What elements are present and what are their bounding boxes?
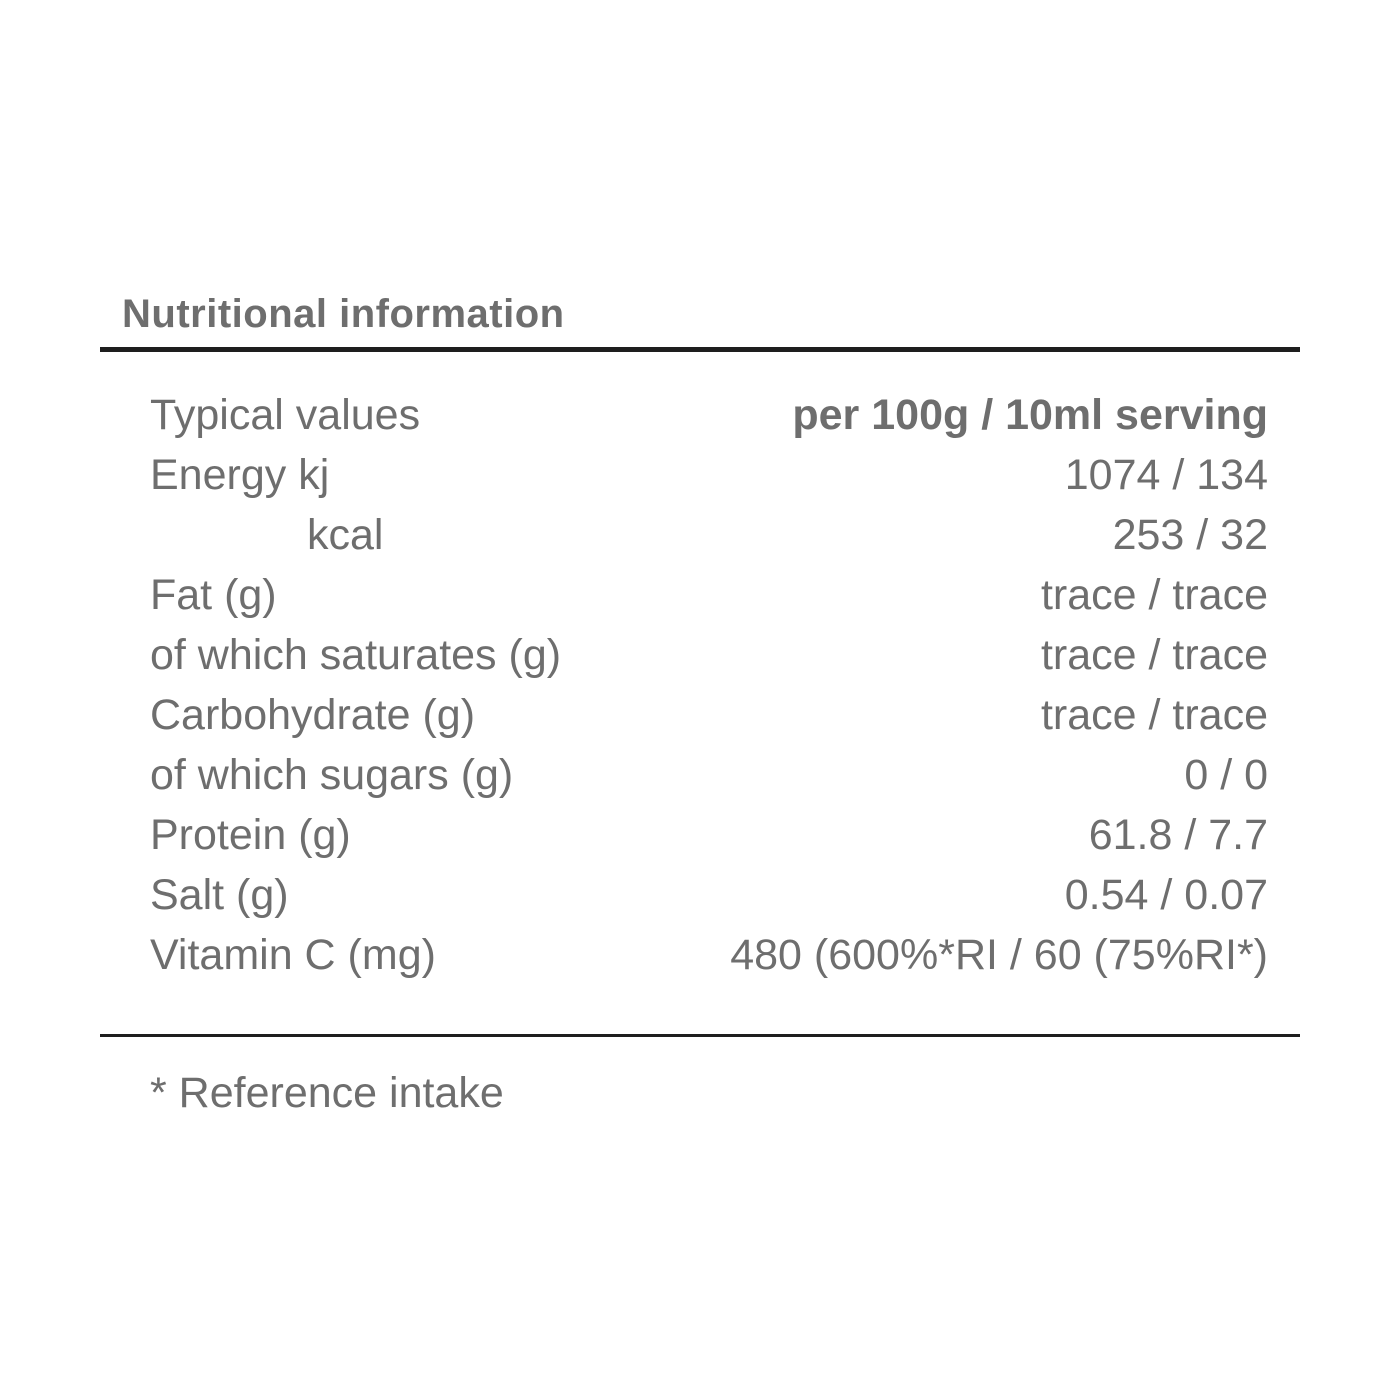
- header-value: per 100g / 10ml serving: [792, 391, 1268, 439]
- table-row: Energy kj 1074 / 134: [100, 445, 1300, 505]
- row-value: 0 / 0: [1184, 751, 1268, 799]
- row-value: 61.8 / 7.7: [1088, 811, 1268, 859]
- row-value: trace / trace: [1040, 631, 1268, 679]
- nutrition-panel: Nutritional information Typical values p…: [100, 0, 1300, 1119]
- row-label: Vitamin C (mg): [150, 931, 436, 979]
- row-value: 253 / 32: [1112, 511, 1268, 559]
- row-label: Energy kj: [150, 451, 330, 499]
- row-label: Salt (g): [150, 871, 289, 919]
- reference-intake-note: * Reference intake: [150, 1069, 504, 1117]
- table-row: kcal 253 / 32: [100, 505, 1300, 565]
- table-row: Vitamin C (mg) 480 (600%*RI / 60 (75%RI*…: [100, 925, 1300, 985]
- row-value: 480 (600%*RI / 60 (75%RI*): [730, 931, 1268, 979]
- title-divider: [100, 347, 1300, 352]
- row-label: Protein (g): [150, 811, 351, 859]
- footer-divider: [100, 1034, 1300, 1037]
- row-value: 1074 / 134: [1064, 451, 1268, 499]
- row-value: 0.54 / 0.07: [1064, 871, 1268, 919]
- page-title: Nutritional information: [122, 292, 565, 336]
- table-row: Carbohydrate (g) trace / trace: [100, 685, 1300, 745]
- table-row: Protein (g) 61.8 / 7.7: [100, 805, 1300, 865]
- row-label: kcal: [307, 511, 384, 559]
- table-row: of which saturates (g) trace / trace: [100, 625, 1300, 685]
- nutrition-table: Typical values per 100g / 10ml serving E…: [100, 385, 1300, 985]
- table-row: of which sugars (g) 0 / 0: [100, 745, 1300, 805]
- row-label: of which sugars (g): [150, 751, 514, 799]
- header-label: Typical values: [150, 391, 421, 439]
- row-value: trace / trace: [1040, 571, 1268, 619]
- table-row: Fat (g) trace / trace: [100, 565, 1300, 625]
- row-value: trace / trace: [1040, 691, 1268, 739]
- row-label: Fat (g): [150, 571, 277, 619]
- row-label: Carbohydrate (g): [150, 691, 476, 739]
- row-label: of which saturates (g): [150, 631, 562, 679]
- table-row: Salt (g) 0.54 / 0.07: [100, 865, 1300, 925]
- table-header-row: Typical values per 100g / 10ml serving: [100, 385, 1300, 445]
